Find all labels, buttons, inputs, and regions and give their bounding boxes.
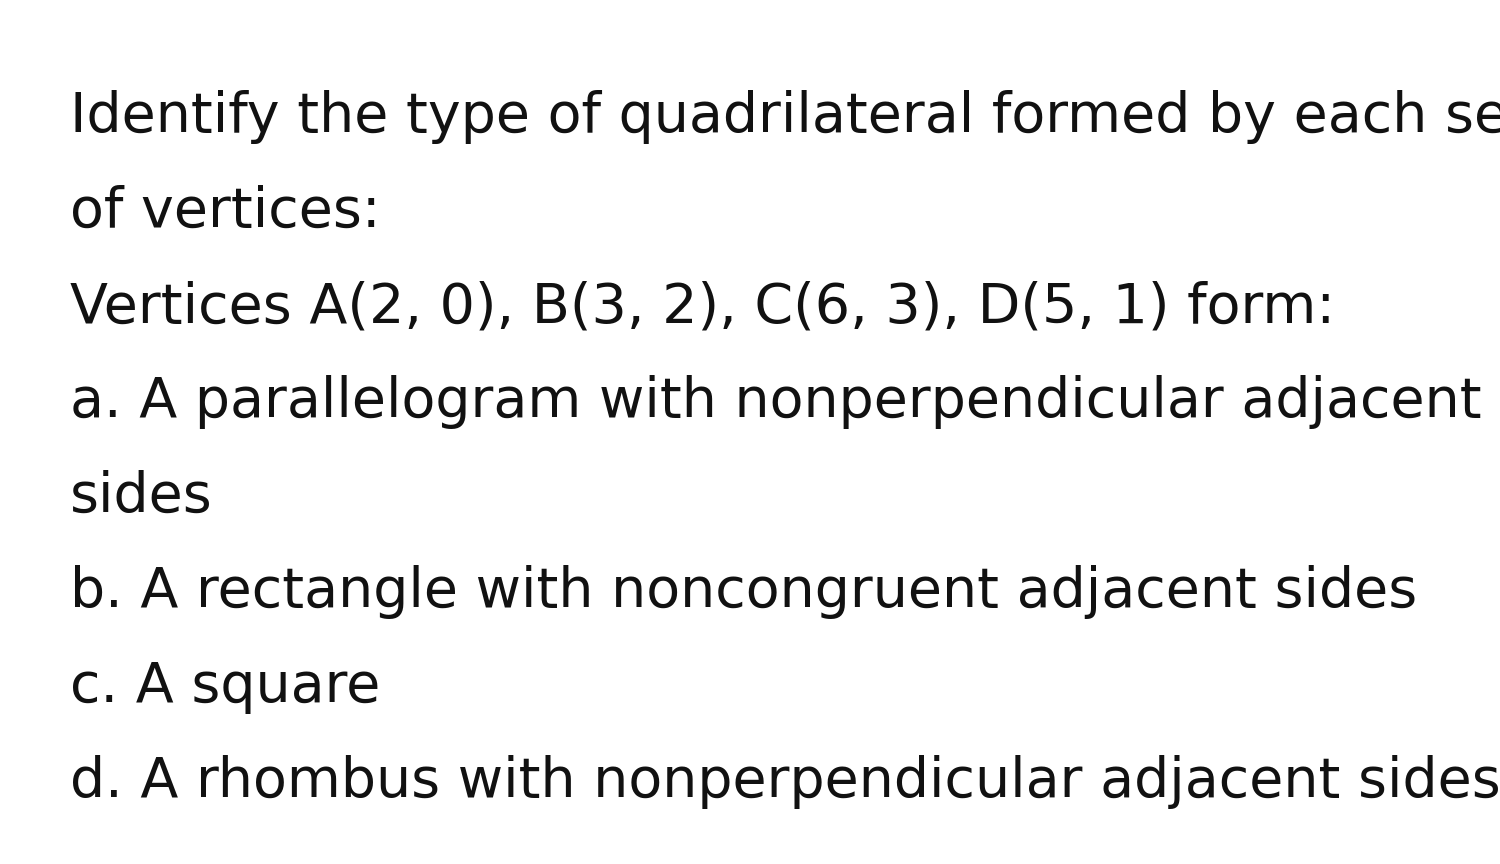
Text: d. A rhombus with nonperpendicular adjacent sides: d. A rhombus with nonperpendicular adjac… bbox=[70, 755, 1500, 809]
Text: Identify the type of quadrilateral formed by each set: Identify the type of quadrilateral forme… bbox=[70, 90, 1500, 144]
Text: sides: sides bbox=[70, 470, 213, 524]
Text: c. A square: c. A square bbox=[70, 660, 381, 714]
Text: a. A parallelogram with nonperpendicular adjacent: a. A parallelogram with nonperpendicular… bbox=[70, 375, 1482, 429]
Text: b. A rectangle with noncongruent adjacent sides: b. A rectangle with noncongruent adjacen… bbox=[70, 565, 1417, 619]
Text: Vertices A(2, 0), B(3, 2), C(6, 3), D(5, 1) form:: Vertices A(2, 0), B(3, 2), C(6, 3), D(5,… bbox=[70, 280, 1335, 334]
Text: of vertices:: of vertices: bbox=[70, 185, 381, 239]
